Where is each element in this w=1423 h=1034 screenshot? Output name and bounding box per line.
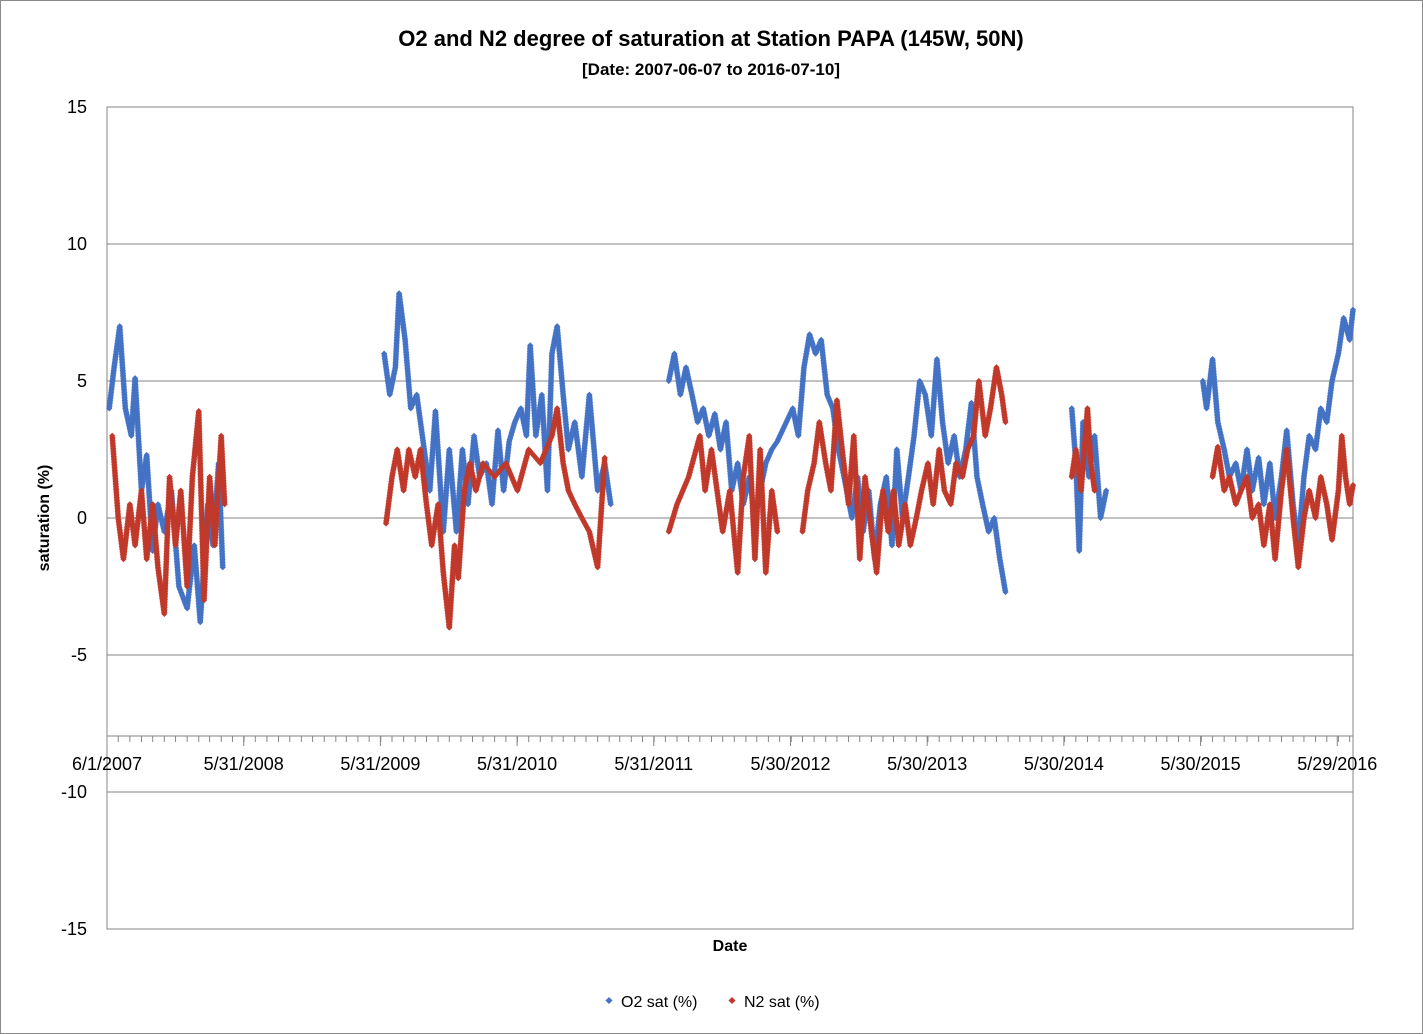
x-tick-label: 5/30/2012 — [750, 754, 830, 774]
y-tick-label: -5 — [71, 645, 87, 665]
chart-subtitle: [Date: 2007-06-07 to 2016-07-10] — [582, 60, 840, 79]
x-tick-label: 5/30/2015 — [1161, 754, 1241, 774]
y-axis-tick-labels: 15 10 5 0 -5 -10 -15 — [61, 97, 87, 939]
x-tick-label: 5/30/2013 — [887, 754, 967, 774]
x-tick-label: 5/31/2011 — [614, 754, 693, 774]
x-tick-label: 6/1/2007 — [72, 754, 142, 774]
chart-title: O2 and N2 degree of saturation at Statio… — [398, 26, 1024, 51]
x-axis: 6/1/2007 5/31/2008 5/31/2009 5/31/2010 5/31/… — [72, 735, 1377, 774]
y-tick-label: -10 — [61, 782, 87, 802]
x-tick-label: 5/29/2016 — [1297, 754, 1377, 774]
series-o2 — [106, 290, 1357, 626]
y-tick-label: 15 — [67, 97, 87, 117]
x-tick-label: 5/31/2008 — [204, 754, 284, 774]
x-tick-label: 5/31/2010 — [477, 754, 557, 774]
x-tick-label: 5/31/2009 — [340, 754, 420, 774]
series-n2 — [109, 364, 1357, 631]
x-tick-label: 5/30/2014 — [1024, 754, 1104, 774]
y-tick-label: 10 — [67, 234, 87, 254]
y-tick-label: -15 — [61, 919, 87, 939]
y-tick-label: 5 — [77, 371, 87, 391]
plot-area-border — [106, 106, 1354, 930]
y-tick-label: 0 — [77, 508, 87, 528]
